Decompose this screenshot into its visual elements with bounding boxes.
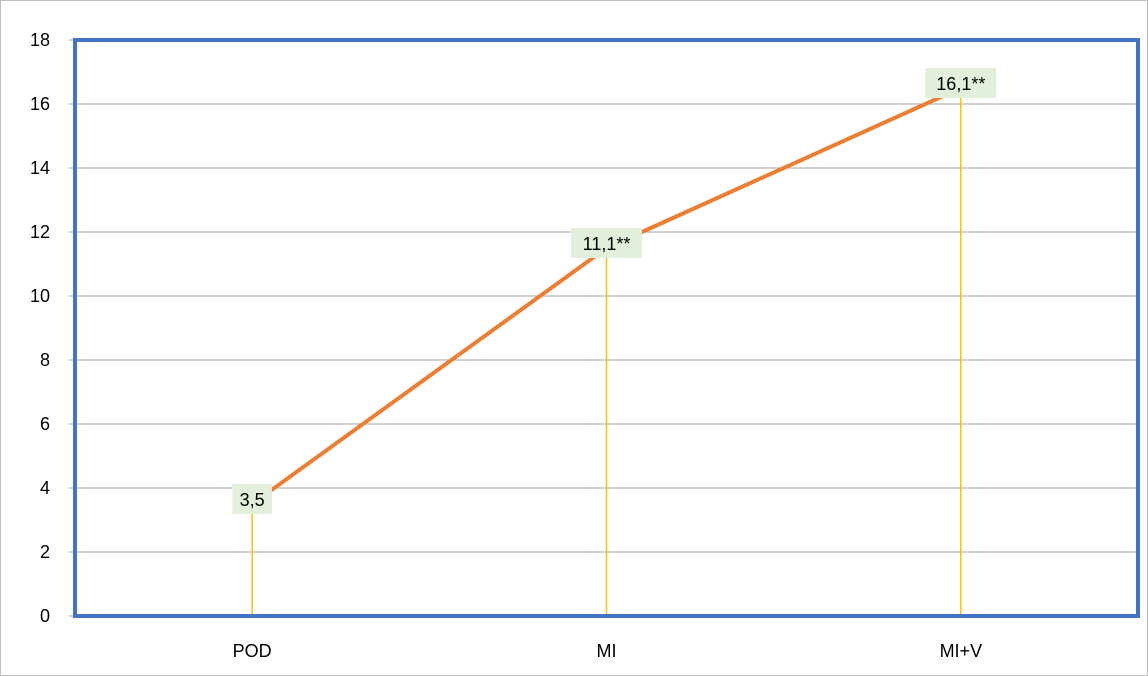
y-tick-label: 0 [40, 606, 50, 626]
y-tick-label: 2 [40, 542, 50, 562]
y-tick-label: 6 [40, 414, 50, 434]
y-tick-label: 12 [30, 222, 50, 242]
y-tick-label: 18 [30, 30, 50, 50]
y-tick-label: 10 [30, 286, 50, 306]
data-label-background [232, 484, 272, 514]
y-tick-label: 8 [40, 350, 50, 370]
data-label: 11,1** [583, 234, 631, 254]
plot-area-border [73, 38, 1140, 618]
y-tick-label: 4 [40, 478, 50, 498]
x-axis-ticks: POD MI MI+V [233, 641, 982, 661]
x-tick-label: MI+V [940, 641, 983, 661]
data-label: 16,1** [936, 74, 985, 94]
data-label-background [925, 68, 997, 98]
data-labels: 3,5 11,1** 16,1** [232, 68, 997, 514]
data-label-background [571, 228, 642, 258]
y-tick-label: 14 [30, 158, 50, 178]
data-label: 3,5 [240, 490, 265, 510]
x-tick-label: POD [233, 641, 272, 661]
y-tick-label: 16 [30, 94, 50, 114]
drop-lines [251, 88, 962, 616]
x-tick-label: MI [597, 641, 617, 661]
